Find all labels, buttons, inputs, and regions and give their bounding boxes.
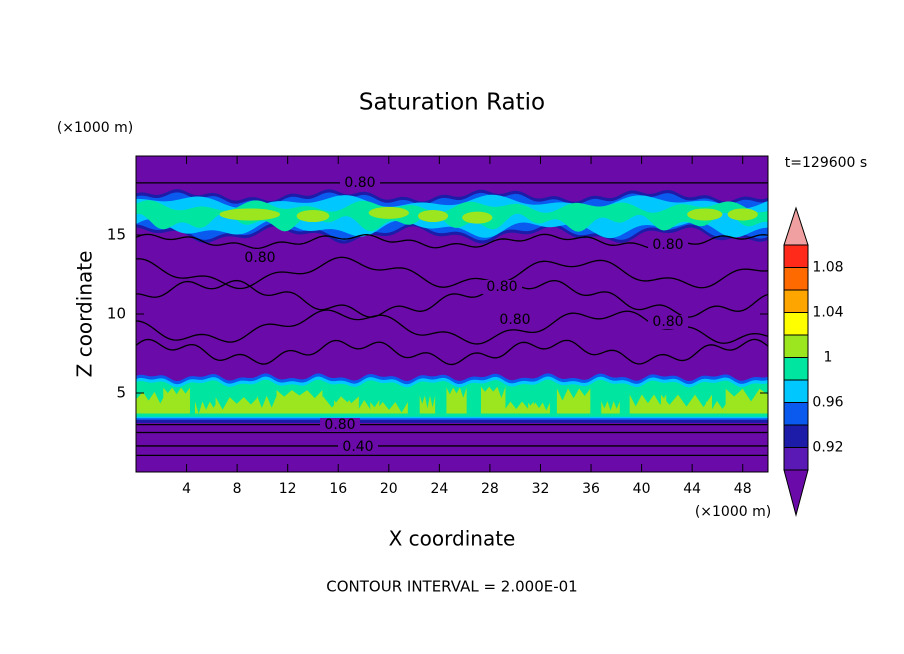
contour-line xyxy=(136,279,768,318)
upper-patch xyxy=(462,211,493,224)
upper-patch xyxy=(417,210,449,223)
x-unit: (×1000 m) xyxy=(695,504,771,520)
upper-patch xyxy=(727,208,758,221)
colorbar-box xyxy=(783,312,809,336)
contour-label: 0.40 xyxy=(342,439,373,455)
contour-label: 0.80 xyxy=(244,250,275,266)
contour-label: 0.80 xyxy=(344,175,375,191)
contour-label: 0.80 xyxy=(652,314,683,330)
y-axis-label: Z coordinate xyxy=(73,251,97,378)
x-tick-label: 44 xyxy=(683,481,701,497)
upper-patch xyxy=(296,210,330,223)
colorbar-box xyxy=(783,244,809,268)
lower-patch xyxy=(163,387,190,414)
footer: CONTOUR INTERVAL = 2.000E-01 xyxy=(326,578,577,596)
colorbar-tick-label: 1 xyxy=(824,350,833,366)
x-tick-label: 8 xyxy=(233,481,242,497)
upper-patch xyxy=(219,208,280,221)
contour-label: 0.80 xyxy=(652,237,683,253)
colorbar-box xyxy=(783,447,809,471)
x-tick-label: 28 xyxy=(481,481,499,497)
contour-label-bg xyxy=(648,315,688,329)
lower-patch xyxy=(194,401,218,414)
x-tick-label: 12 xyxy=(279,481,297,497)
contour-label-bg xyxy=(482,280,522,294)
lower-patch xyxy=(334,399,380,414)
y-tick-label: 5 xyxy=(116,384,126,402)
contour-label-bg xyxy=(338,440,378,454)
x-tick-label: 40 xyxy=(633,481,651,497)
lower-patch xyxy=(629,394,667,414)
lower-patch xyxy=(419,395,436,414)
x-tick-label: 20 xyxy=(380,481,398,497)
contour-label: 0.80 xyxy=(324,417,355,433)
lower-patch xyxy=(215,397,258,414)
contour-label-bg xyxy=(648,238,688,252)
lower-patch xyxy=(556,388,591,414)
upper-layer xyxy=(136,200,768,232)
lower-patch xyxy=(601,401,620,414)
x-tick-label: 48 xyxy=(734,481,752,497)
x-tick-label: 4 xyxy=(182,481,191,497)
colorbar-box xyxy=(783,334,809,358)
contour-label: 0.80 xyxy=(486,279,517,295)
x-tick-label: 32 xyxy=(532,481,550,497)
colorbar-box xyxy=(783,357,809,381)
colorbar-box xyxy=(783,267,809,291)
contour-label-bg xyxy=(340,176,380,190)
lower-patch xyxy=(446,387,467,414)
time-label: t=129600 s xyxy=(785,155,867,171)
field: 0.80 0.80 0.80 0.80 0.80 0.80 0.80 0.40 xyxy=(136,156,768,472)
x-axis-label: X coordinate xyxy=(389,527,516,551)
colorbar-tick-label: 1.08 xyxy=(812,260,843,276)
colorbar-tick-label: 0.92 xyxy=(812,440,843,456)
lower-patch xyxy=(528,402,550,414)
colorbar-box xyxy=(783,379,809,403)
lower-patch xyxy=(136,391,167,414)
y-tick-label: 10 xyxy=(107,305,126,323)
y-unit: (×1000 m) xyxy=(57,120,133,136)
colorbar-box xyxy=(783,402,809,426)
lower-patch xyxy=(498,401,534,414)
chart-title: Saturation Ratio xyxy=(359,90,545,116)
contour-line xyxy=(136,338,768,366)
lower-patch xyxy=(725,388,768,414)
colorbar-over xyxy=(783,206,809,246)
x-tick-label: 36 xyxy=(582,481,600,497)
upper-patch xyxy=(687,208,723,221)
lower-patch xyxy=(660,394,712,414)
contour-label: 0.80 xyxy=(499,312,530,328)
contour-label-bg xyxy=(495,313,535,327)
colorbar-box xyxy=(783,289,809,313)
x-tick-label: 24 xyxy=(430,481,448,497)
contour-label-bg xyxy=(240,251,280,265)
colorbar-box xyxy=(783,424,809,448)
colorbar-tick-label: 0.96 xyxy=(812,395,843,411)
x-tick-label: 16 xyxy=(329,481,347,497)
colorbar-tick-label: 1.04 xyxy=(812,305,843,321)
contour-label-bg xyxy=(320,418,360,432)
lower-patch xyxy=(370,402,408,414)
colorbar-under xyxy=(783,469,809,517)
contour-line xyxy=(136,256,768,290)
upper-patch xyxy=(368,206,409,219)
y-tick-label: 15 xyxy=(107,226,126,244)
